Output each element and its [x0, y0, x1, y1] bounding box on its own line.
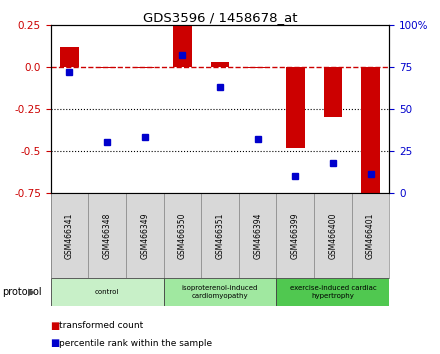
- Text: control: control: [95, 289, 119, 295]
- Bar: [211, 62, 229, 67]
- Text: protocol: protocol: [2, 287, 42, 297]
- Bar: [361, 67, 380, 193]
- Text: GSM466401: GSM466401: [366, 212, 375, 259]
- Text: GSM466341: GSM466341: [65, 212, 74, 259]
- Bar: [323, 67, 342, 117]
- Bar: [239, 193, 276, 278]
- Bar: [136, 67, 154, 69]
- Text: transformed count: transformed count: [59, 321, 143, 330]
- Bar: [126, 193, 164, 278]
- Bar: [248, 67, 267, 69]
- Bar: [352, 193, 389, 278]
- Bar: [88, 193, 126, 278]
- Bar: [286, 67, 305, 148]
- Text: GSM466399: GSM466399: [291, 212, 300, 259]
- Bar: [276, 278, 389, 306]
- Text: GSM466348: GSM466348: [103, 212, 112, 259]
- Text: GSM466349: GSM466349: [140, 212, 149, 259]
- Text: GSM466350: GSM466350: [178, 212, 187, 259]
- Title: GDS3596 / 1458678_at: GDS3596 / 1458678_at: [143, 11, 297, 24]
- Text: GSM466394: GSM466394: [253, 212, 262, 259]
- Text: GSM466400: GSM466400: [328, 212, 337, 259]
- Bar: [173, 25, 192, 67]
- Text: GSM466351: GSM466351: [216, 212, 224, 259]
- Bar: [60, 47, 79, 67]
- Bar: [51, 278, 164, 306]
- Text: ■: ■: [51, 338, 60, 348]
- Bar: [164, 193, 201, 278]
- Bar: [51, 193, 88, 278]
- Text: isoproterenol-induced
cardiomyopathy: isoproterenol-induced cardiomyopathy: [182, 285, 258, 299]
- Bar: [314, 193, 352, 278]
- Bar: [164, 278, 276, 306]
- Bar: [98, 67, 117, 69]
- Bar: [201, 193, 239, 278]
- Text: ▶: ▶: [28, 287, 36, 297]
- Text: percentile rank within the sample: percentile rank within the sample: [59, 339, 213, 348]
- Text: exercise-induced cardiac
hypertrophy: exercise-induced cardiac hypertrophy: [290, 285, 376, 299]
- Bar: [276, 193, 314, 278]
- Text: ■: ■: [51, 321, 60, 331]
